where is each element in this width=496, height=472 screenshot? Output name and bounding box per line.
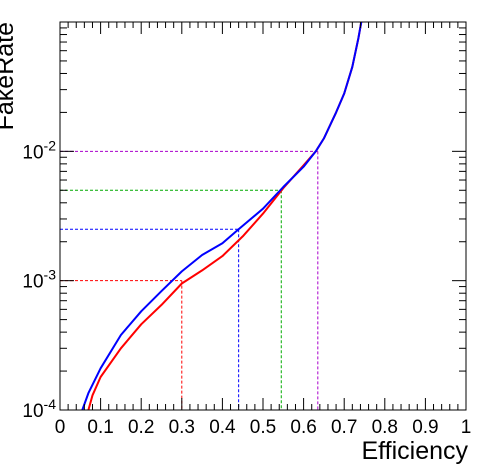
x-tick-label: 0.5 [250, 417, 276, 438]
y-tick-label: 10-4 [22, 396, 56, 422]
x-tick-label: 0.7 [331, 417, 357, 438]
y-tick-label: 10-2 [22, 137, 56, 163]
y-tick-label: 10-3 [22, 267, 56, 293]
x-tick-label: 0.6 [290, 417, 316, 438]
reference-lines [60, 150, 319, 410]
x-tick-label: 0.2 [128, 417, 154, 438]
x-tick-label: 0.8 [372, 417, 398, 438]
x-tick-label: 0.9 [412, 417, 438, 438]
x-axis-ticks: 0 0.1 0.2 0.3 0.4 0.5 0.6 0.7 0.8 0.9 1 [55, 22, 472, 438]
x-tick-label: 0.4 [209, 417, 236, 438]
y-axis-title: FakeRate [0, 22, 19, 130]
x-tick-label: 1 [461, 417, 472, 438]
series-line-1 [81, 21, 363, 411]
x-tick-label: 0.3 [169, 417, 195, 438]
x-tick-label: 0.1 [87, 417, 113, 438]
x-axis-title: Efficiency [361, 437, 468, 465]
curves [81, 21, 363, 411]
x-tick-label: 0 [55, 417, 66, 438]
y-axis-ticks: 10-4 10-3 10-2 [22, 27, 466, 422]
